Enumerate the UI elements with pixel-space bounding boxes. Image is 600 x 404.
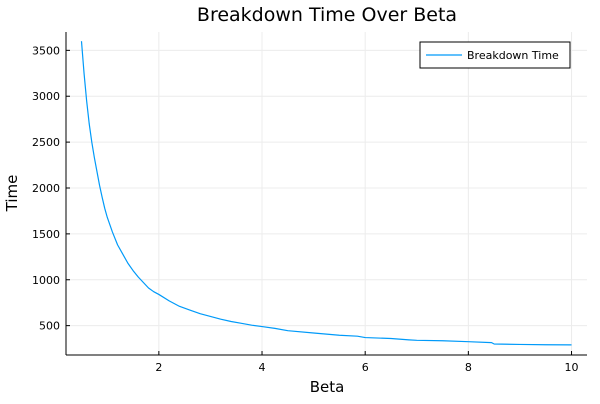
y-axis-ticks: 500 1000 1500 2000 2500 3000 3500 [32, 44, 70, 333]
legend: Breakdown Time [419, 41, 571, 69]
y-tick-label: 500 [39, 320, 60, 333]
x-tick-label: 2 [155, 361, 162, 374]
x-tick-label: 6 [362, 361, 369, 374]
chart-title: Breakdown Time Over Beta [197, 4, 457, 26]
x-tick-label: 10 [565, 361, 579, 374]
x-tick-label: 8 [465, 361, 472, 374]
y-tick-label: 2500 [32, 136, 60, 149]
y-tick-label: 2000 [32, 182, 60, 195]
x-axis-title: Beta [310, 378, 345, 396]
y-tick-label: 1500 [32, 228, 60, 241]
y-tick-label: 3000 [32, 90, 60, 103]
y-axis-title: Time [3, 175, 21, 213]
legend-label: Breakdown Time [467, 49, 559, 62]
series-layer [80, 41, 572, 346]
x-tick-label: 4 [259, 361, 266, 374]
series-line [80, 41, 572, 346]
y-tick-label: 1000 [32, 274, 60, 287]
y-tick-label: 3500 [32, 44, 60, 57]
x-axis-ticks: 2 4 6 8 10 [155, 351, 579, 374]
grid [66, 32, 587, 355]
